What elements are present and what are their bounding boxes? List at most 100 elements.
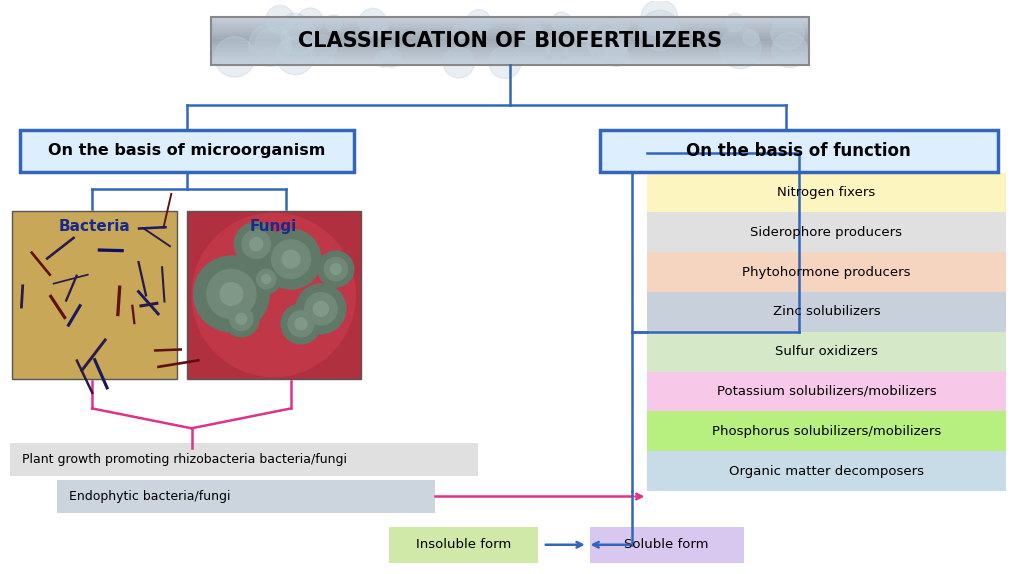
Text: Endophytic bacteria/fungi: Endophytic bacteria/fungi: [69, 490, 231, 503]
Text: Soluble form: Soluble form: [625, 538, 709, 551]
Bar: [211, 44, 809, 46]
Bar: [211, 25, 809, 27]
Circle shape: [296, 284, 346, 333]
Circle shape: [489, 46, 521, 79]
Circle shape: [571, 17, 596, 42]
Circle shape: [265, 6, 294, 34]
Circle shape: [281, 13, 308, 40]
Circle shape: [295, 318, 307, 330]
Bar: [187, 211, 360, 379]
Bar: [211, 20, 809, 22]
Bar: [211, 53, 809, 56]
Circle shape: [325, 258, 347, 281]
Circle shape: [375, 51, 391, 67]
Bar: [647, 252, 1006, 292]
Text: Potassium solubilizers/mobilizers: Potassium solubilizers/mobilizers: [717, 385, 936, 398]
Circle shape: [614, 17, 630, 33]
Bar: [211, 36, 809, 39]
Circle shape: [516, 28, 550, 63]
Text: Fungi: Fungi: [250, 219, 297, 234]
Bar: [647, 371, 1006, 412]
Bar: [389, 527, 538, 563]
Circle shape: [256, 269, 276, 289]
Text: Organic matter decomposers: Organic matter decomposers: [729, 464, 924, 478]
Circle shape: [326, 15, 342, 32]
Circle shape: [304, 293, 337, 325]
Bar: [647, 292, 1006, 332]
Circle shape: [358, 9, 387, 36]
Circle shape: [565, 34, 595, 65]
Circle shape: [383, 49, 401, 67]
Text: Phytohormone producers: Phytohormone producers: [742, 266, 911, 278]
Bar: [211, 34, 809, 36]
Circle shape: [318, 251, 353, 287]
Bar: [211, 32, 809, 34]
Circle shape: [639, 10, 680, 51]
Text: On the basis of microorganism: On the basis of microorganism: [48, 143, 326, 158]
Bar: [211, 58, 809, 60]
Circle shape: [192, 214, 355, 377]
Circle shape: [255, 28, 290, 63]
Circle shape: [207, 269, 256, 319]
Bar: [589, 527, 744, 563]
Bar: [599, 130, 998, 172]
Circle shape: [518, 20, 542, 44]
Circle shape: [230, 307, 253, 331]
Bar: [57, 480, 435, 513]
Text: Zinc solubilizers: Zinc solubilizers: [773, 305, 880, 319]
Bar: [211, 46, 809, 48]
Bar: [211, 63, 809, 65]
Bar: [647, 412, 1006, 451]
Circle shape: [242, 230, 271, 258]
Bar: [211, 22, 809, 25]
Bar: [647, 173, 1006, 212]
Circle shape: [220, 282, 243, 305]
Bar: [647, 332, 1006, 371]
Circle shape: [250, 238, 262, 251]
Text: On the basis of function: On the basis of function: [686, 142, 911, 160]
Circle shape: [224, 301, 259, 337]
Circle shape: [194, 256, 270, 332]
Bar: [647, 212, 1006, 252]
Bar: [211, 56, 809, 58]
Bar: [20, 130, 353, 172]
Circle shape: [261, 274, 271, 284]
Circle shape: [605, 43, 629, 67]
Circle shape: [288, 311, 313, 337]
Circle shape: [261, 229, 321, 289]
Text: Sulfur oxidizers: Sulfur oxidizers: [775, 345, 878, 358]
Circle shape: [443, 47, 474, 78]
Circle shape: [331, 263, 341, 274]
Bar: [211, 29, 809, 32]
Bar: [12, 211, 177, 379]
Circle shape: [545, 34, 568, 57]
Circle shape: [551, 12, 572, 32]
Text: Insoluble form: Insoluble form: [416, 538, 510, 551]
Circle shape: [743, 30, 759, 46]
Circle shape: [452, 23, 469, 38]
Circle shape: [282, 19, 317, 55]
Bar: [10, 443, 478, 476]
Circle shape: [467, 10, 491, 34]
Bar: [211, 48, 809, 51]
Circle shape: [251, 264, 281, 294]
Circle shape: [587, 20, 629, 61]
Bar: [211, 27, 809, 29]
Bar: [211, 17, 809, 65]
Text: Bacteria: Bacteria: [58, 219, 131, 234]
Circle shape: [235, 222, 278, 266]
Bar: [211, 60, 809, 63]
Circle shape: [272, 240, 310, 278]
Text: Phosphorus solubilizers/mobilizers: Phosphorus solubilizers/mobilizers: [712, 425, 941, 438]
Circle shape: [236, 313, 247, 324]
Circle shape: [249, 24, 291, 66]
Circle shape: [214, 37, 255, 77]
Circle shape: [720, 28, 761, 69]
Circle shape: [772, 33, 808, 68]
Circle shape: [726, 13, 744, 32]
Text: Nitrogen fixers: Nitrogen fixers: [777, 186, 876, 199]
Circle shape: [297, 8, 323, 34]
Circle shape: [276, 37, 314, 75]
Circle shape: [313, 301, 329, 316]
Text: CLASSIFICATION OF BIOFERTILIZERS: CLASSIFICATION OF BIOFERTILIZERS: [298, 31, 722, 51]
